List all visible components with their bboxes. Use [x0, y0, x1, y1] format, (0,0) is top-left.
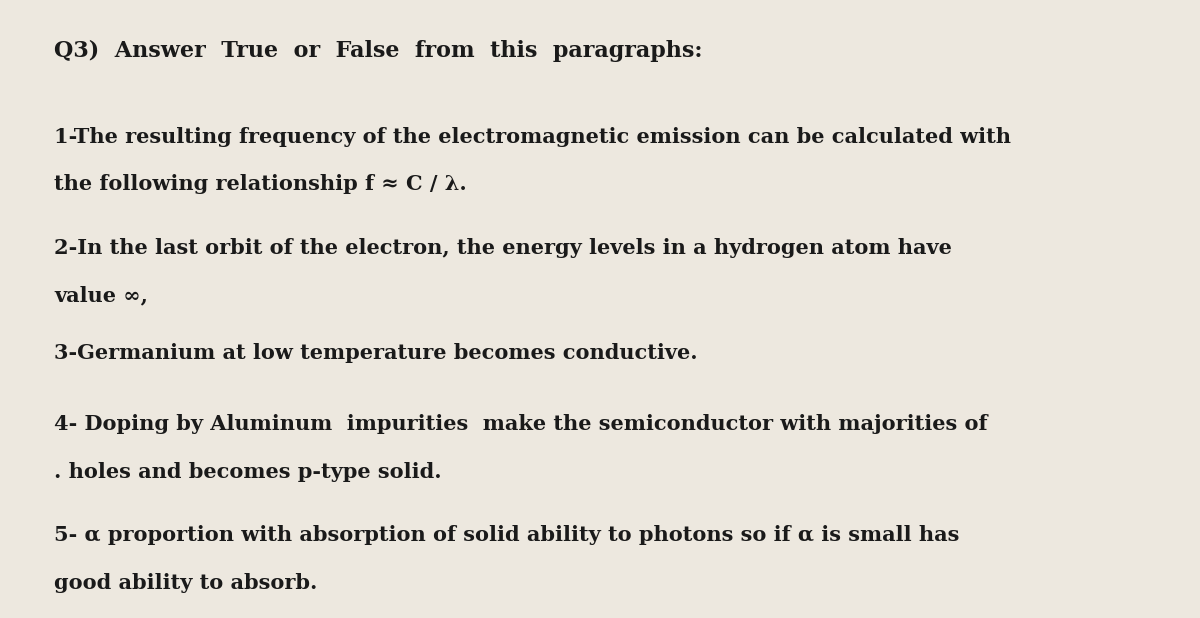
Text: 1-The resulting frequency of the electromagnetic emission can be calculated with: 1-The resulting frequency of the electro…	[54, 127, 1010, 146]
Text: the following relationship f ≈ C / λ.: the following relationship f ≈ C / λ.	[54, 174, 467, 194]
Text: 3-Germanium at low temperature becomes conductive.: 3-Germanium at low temperature becomes c…	[54, 343, 697, 363]
Text: good ability to absorb.: good ability to absorb.	[54, 573, 317, 593]
Text: 5- α proportion with absorption of solid ability to photons so if α is small has: 5- α proportion with absorption of solid…	[54, 525, 959, 545]
Text: value ∞,: value ∞,	[54, 286, 148, 305]
Text: Q3)  Answer  True  or  False  from  this  paragraphs:: Q3) Answer True or False from this parag…	[54, 40, 702, 62]
Text: 4- Doping by Aluminum  impurities  make the semiconductor with majorities of: 4- Doping by Aluminum impurities make th…	[54, 414, 988, 434]
Text: . holes and becomes p-type solid.: . holes and becomes p-type solid.	[54, 462, 442, 481]
Text: 2-In the last orbit of the electron, the energy levels in a hydrogen atom have: 2-In the last orbit of the electron, the…	[54, 238, 952, 258]
